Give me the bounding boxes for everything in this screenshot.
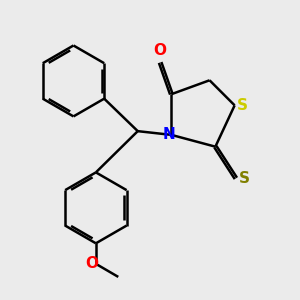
Text: O: O	[154, 43, 166, 58]
Text: S: S	[237, 98, 248, 113]
Text: N: N	[163, 127, 176, 142]
Text: O: O	[85, 256, 98, 271]
Text: S: S	[238, 171, 250, 186]
